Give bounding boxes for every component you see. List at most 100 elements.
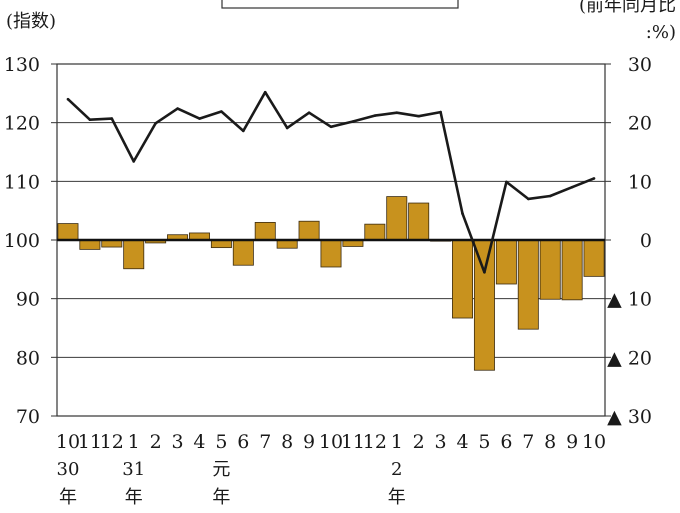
line-point xyxy=(592,177,596,180)
right-tick-label: ▲ 30 xyxy=(607,406,652,428)
line-point xyxy=(110,117,114,120)
line-point xyxy=(373,114,377,117)
bar xyxy=(364,223,386,241)
x-tick-label: 3 xyxy=(435,431,447,453)
bar xyxy=(495,239,517,285)
x-tick-label: 7 xyxy=(522,431,534,453)
line-point xyxy=(154,121,157,125)
bar xyxy=(386,196,408,241)
year-label-top: 2 xyxy=(391,459,402,480)
year-label-top: 元 xyxy=(212,459,230,480)
year-label-top: 30 xyxy=(57,459,80,480)
bar-series xyxy=(57,196,605,371)
right-tick-label: ▲ 20 xyxy=(607,347,652,369)
left-tick-label: 80 xyxy=(16,347,40,369)
bar xyxy=(561,239,583,301)
line-point xyxy=(439,110,442,114)
bar xyxy=(232,239,254,266)
x-tick-label: 4 xyxy=(456,431,468,453)
left-axis-label: (指数) xyxy=(6,11,56,32)
x-tick-label: 6 xyxy=(237,431,249,453)
right-axis-label-line1: (前年同月比 xyxy=(579,0,676,16)
right-tick-label: ▲ 10 xyxy=(607,289,652,311)
x-tick-label: 8 xyxy=(544,431,556,453)
left-tick-label: 120 xyxy=(4,113,40,135)
x-tick-label: 4 xyxy=(193,431,205,453)
left-tick-label: 100 xyxy=(4,230,40,252)
bar xyxy=(539,239,561,300)
x-tick-label: 10 xyxy=(56,431,80,453)
line-point xyxy=(242,129,245,133)
left-tick-label: 90 xyxy=(16,289,40,311)
line-point xyxy=(395,111,399,114)
x-tick-label: 12 xyxy=(363,431,387,453)
x-tick-label: 1 xyxy=(128,431,140,453)
x-tick-label: 10 xyxy=(582,431,606,453)
bar xyxy=(473,239,495,371)
bar xyxy=(298,220,320,241)
line-point xyxy=(263,90,267,94)
x-tick-label: 3 xyxy=(172,431,184,453)
plot-frame xyxy=(51,63,611,417)
right-tick-label: 30 xyxy=(628,54,652,76)
x-tick-label: 12 xyxy=(100,431,124,453)
x-tick-label: 11 xyxy=(341,431,365,453)
x-tick-label: 2 xyxy=(150,431,162,453)
x-tick-label: 2 xyxy=(413,431,425,453)
line-point xyxy=(132,160,136,163)
bar xyxy=(254,221,276,241)
bar xyxy=(452,239,474,319)
line-point xyxy=(548,194,552,198)
line-point xyxy=(198,117,201,120)
right-tick-label: 10 xyxy=(628,171,652,193)
right-axis-label-line2: :%) xyxy=(646,22,676,43)
line-point xyxy=(66,97,70,101)
year-label-bottom: 年 xyxy=(388,487,406,508)
legend-box xyxy=(221,0,459,9)
right-tick-labels: 30 20 10 0 ▲ 10 ▲ 20 ▲ 30 xyxy=(607,54,652,428)
year-label-top: 31 xyxy=(122,459,145,480)
x-tick-label: 6 xyxy=(500,431,512,453)
line-point xyxy=(483,270,486,274)
year-label-bottom: 年 xyxy=(59,487,77,508)
bar xyxy=(79,239,101,250)
x-tick-label: 5 xyxy=(215,431,227,453)
x-tick-label: 1 xyxy=(391,431,403,453)
line-series xyxy=(66,90,596,274)
left-tick-label: 70 xyxy=(16,406,40,428)
year-label-bottom: 年 xyxy=(125,487,143,508)
line-point xyxy=(176,107,179,110)
line-point xyxy=(329,125,333,129)
left-tick-label: 130 xyxy=(4,54,40,76)
bar xyxy=(583,239,605,277)
line-point xyxy=(307,111,311,114)
x-tick-label: 10 xyxy=(319,431,343,453)
left-tick-labels: 130 120 110 100 90 80 70 xyxy=(4,54,40,428)
line-point xyxy=(570,185,574,189)
line-point xyxy=(351,120,355,123)
x-tick-label: 11 xyxy=(78,431,102,453)
bar xyxy=(320,239,342,268)
x-tick-label: 8 xyxy=(281,431,293,453)
line-point xyxy=(417,114,420,118)
year-label-bottom: 年 xyxy=(212,487,230,508)
bar xyxy=(123,239,145,270)
bar xyxy=(57,223,79,241)
right-tick-label: 0 xyxy=(640,230,652,252)
line-point xyxy=(505,180,508,184)
line-point xyxy=(88,118,92,122)
line-point xyxy=(220,110,223,113)
line-point xyxy=(461,212,464,215)
x-tick-label: 9 xyxy=(303,431,315,453)
x-tick-label: 5 xyxy=(478,431,490,453)
x-tick-label: 7 xyxy=(259,431,271,453)
x-tick-label: 9 xyxy=(566,431,578,453)
line-point xyxy=(526,197,530,201)
left-tick-label: 110 xyxy=(4,171,40,193)
bar xyxy=(517,239,539,330)
line-point xyxy=(285,126,289,130)
bar xyxy=(408,202,430,241)
